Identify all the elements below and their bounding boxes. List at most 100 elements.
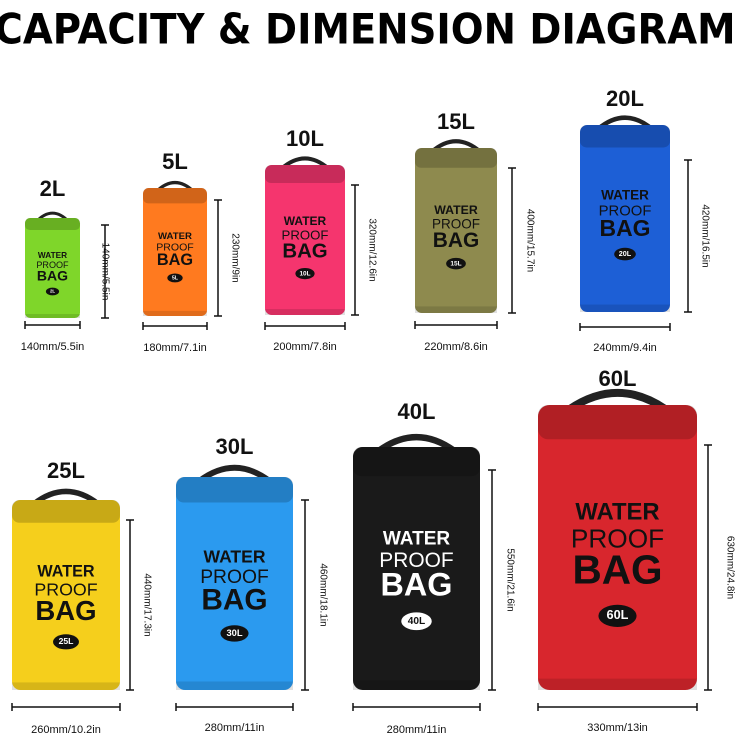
bag-roll [538, 405, 697, 440]
height-label: 320mm/12.6in [366, 218, 377, 281]
bag-text: BAG [600, 215, 651, 241]
capacity-label: 5L [162, 149, 188, 174]
bag-badge [45, 287, 60, 296]
bag-roll [176, 477, 293, 503]
bag-bottom [176, 681, 293, 690]
bag-text: PROOF [156, 241, 194, 253]
bag-badge [295, 268, 315, 280]
height-label: 550mm/21.6in [504, 548, 515, 611]
height-label: 420mm/16.5in [699, 204, 710, 267]
bag-text: BAG [37, 267, 68, 283]
height-label: 440mm/17.3in [141, 573, 152, 636]
bag-badge-text: 2L [50, 289, 55, 294]
capacity-label: 60L [599, 366, 637, 391]
bag-text: PROOF [34, 580, 97, 600]
bag-bottom [25, 314, 80, 318]
width-label: 280mm/11in [205, 722, 265, 734]
width-label: 240mm/9.4in [593, 342, 657, 354]
bag-body [12, 500, 120, 690]
bag-text: WATER [575, 499, 659, 526]
bag-text: WATER [38, 251, 67, 260]
bag-badge-text: 20L [619, 249, 632, 258]
width-label: 200mm/7.8in [273, 341, 337, 353]
bag-text: WATER [203, 547, 265, 567]
bag-body [265, 165, 345, 315]
title: CAPACITY & DIMENSION DIAGRAM [0, 5, 736, 54]
bag-roll [580, 125, 670, 148]
bag-bottom [265, 309, 345, 315]
bag-body [25, 218, 80, 318]
width-label: 220mm/8.6in [424, 341, 488, 353]
bag-badge [446, 257, 466, 270]
bag-roll [25, 218, 80, 230]
height-label: 230mm/9in [229, 233, 240, 282]
bag-badge [167, 273, 183, 283]
bag-body [176, 477, 293, 690]
bag-handle [376, 433, 457, 454]
height-label: 400mm/15.7in [524, 209, 535, 272]
bag-text: PROOF [571, 524, 664, 554]
bag-body [580, 125, 670, 312]
bag-text: PROOF [200, 567, 269, 588]
capacity-label: 20L [606, 86, 644, 111]
bag-text: WATER [284, 214, 327, 228]
width-label: 140mm/5.5in [21, 341, 85, 353]
bag-body [415, 148, 497, 313]
height-label: 630mm/24.8in [724, 536, 735, 599]
bag-badge [220, 625, 249, 642]
bag-badge-text: 60L [607, 607, 629, 622]
bag-roll [353, 447, 480, 477]
capacity-label: 40L [398, 399, 436, 424]
bag-text: BAG [433, 229, 479, 252]
bag-bottom [353, 680, 480, 690]
bag-text: BAG [201, 584, 267, 617]
width-label: 280mm/11in [387, 724, 447, 736]
bag-text: PROOF [379, 549, 453, 572]
capacity-label: 25L [47, 458, 85, 483]
bag-badge-text: 30L [226, 628, 242, 638]
bag-body [353, 447, 480, 690]
bag-bottom [538, 678, 697, 690]
bag-handle [31, 488, 101, 507]
bag-body [143, 188, 207, 316]
bag-text: BAG [381, 567, 453, 603]
bag-badge-text: 10L [299, 270, 310, 277]
bag-text: BAG [282, 240, 327, 262]
bag-badge [53, 634, 79, 650]
bag-text: BAG [572, 547, 662, 593]
bag-bottom [12, 682, 120, 690]
bag-bottom [143, 310, 207, 316]
bag-badge-text: 40L [408, 616, 426, 627]
bag-text: PROOF [599, 204, 652, 220]
bag-text: PROOF [36, 260, 69, 270]
width-label: 330mm/13in [587, 722, 648, 734]
bag-badge [401, 612, 432, 631]
width-label: 180mm/7.1in [143, 342, 207, 354]
bag-badge-text: 5L [172, 275, 178, 281]
bag-text: PROOF [432, 216, 480, 231]
bag-bottom [415, 306, 497, 313]
bag-badge [598, 604, 637, 627]
bag-text: WATER [158, 231, 192, 242]
bag-roll [143, 188, 207, 204]
width-label: 260mm/10.2in [31, 724, 101, 736]
bag-text: WATER [601, 188, 649, 203]
bag-body [538, 405, 697, 690]
bag-text: PROOF [282, 227, 329, 242]
capacity-label: 10L [286, 126, 324, 151]
bag-text: WATER [383, 528, 451, 549]
bag-badge-text: 25L [59, 636, 74, 646]
bag-badge [614, 247, 636, 261]
bag-badge-text: 15L [450, 260, 461, 267]
capacity-label: 2L [40, 176, 66, 201]
bag-roll [12, 500, 120, 523]
bag-handle [567, 389, 668, 413]
bag-text: BAG [35, 595, 96, 626]
